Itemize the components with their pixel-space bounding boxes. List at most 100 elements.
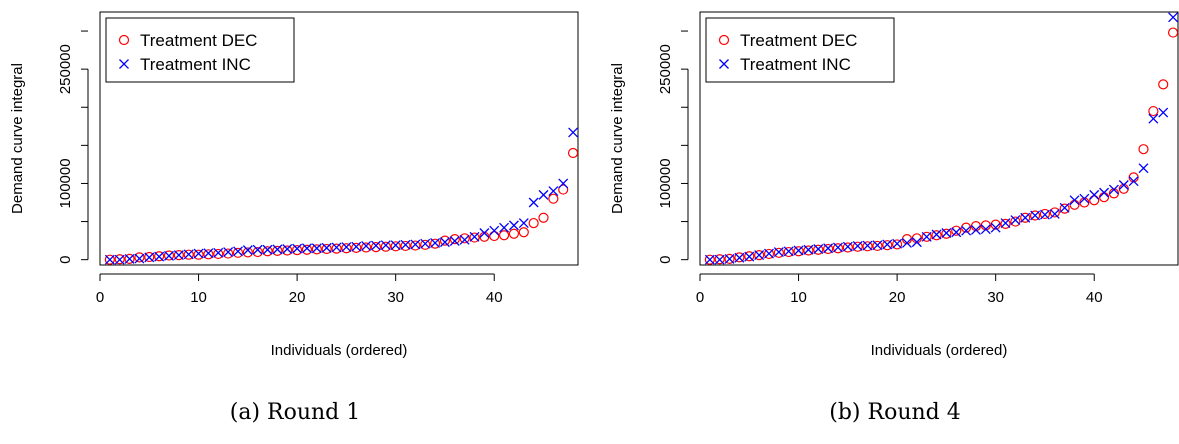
dec-point [173, 249, 184, 261]
inc-point [1030, 210, 1041, 221]
dec-point [1138, 144, 1149, 155]
dec-point [754, 249, 765, 261]
scatter-chart-round-1: 0 10 20 30 40 Individuals (ordered) 0 100000 250… [9, 11, 579, 359]
inc-point [518, 218, 529, 229]
dec-point [951, 225, 962, 236]
inc-point [724, 253, 735, 264]
x-tick-label: 20 [289, 289, 306, 306]
inc-point [370, 240, 381, 251]
inc-point [970, 224, 981, 235]
dec-point [852, 241, 863, 252]
inc-point [351, 241, 362, 252]
dec-point [704, 254, 715, 265]
inc-point [902, 237, 912, 248]
dec-point [282, 245, 293, 256]
dec-point [872, 240, 883, 252]
x-tick-label: 40 [1086, 289, 1103, 306]
x-tick-label: 0 [696, 289, 704, 306]
legend: Treatment DEC Treatment INC [705, 17, 895, 83]
inc-point [1020, 212, 1031, 223]
y-axis-label: Demand curve integral [9, 63, 26, 214]
inc-point [1148, 113, 1159, 124]
inc-point [548, 186, 559, 197]
dec-point [832, 243, 844, 254]
dec-point [429, 238, 441, 249]
dec-point [941, 228, 952, 239]
dec-point [380, 241, 391, 252]
inc-point [528, 197, 539, 208]
dec-point [1158, 79, 1169, 90]
dec-point [1049, 207, 1060, 218]
dec-point [439, 235, 451, 246]
dec-point [331, 243, 342, 254]
legend-box [105, 17, 295, 83]
dec-point [1148, 105, 1159, 117]
dec-point [410, 240, 421, 251]
inc-point [380, 240, 391, 251]
y-tick-label: 0 [57, 255, 74, 263]
inc-point [951, 227, 962, 238]
dec-point [1098, 192, 1110, 203]
inc-point [744, 251, 755, 262]
legend-label: Treatment DEC [140, 31, 257, 50]
x-axis-label: Individuals (ordered) [271, 342, 408, 359]
inc-point [203, 248, 214, 259]
inc-point [508, 220, 519, 231]
inc-point [223, 247, 234, 258]
dec-point [1069, 199, 1080, 210]
dec-point [203, 249, 214, 260]
inc-point [252, 244, 263, 255]
dec-point [744, 251, 755, 262]
dec-point [548, 193, 559, 204]
inc-point [173, 250, 184, 261]
inc-point [793, 245, 804, 256]
dec-point [793, 246, 804, 257]
dec-point [341, 243, 352, 254]
dec-point [528, 217, 539, 229]
dec-point [193, 249, 204, 260]
inc-point [1069, 195, 1080, 206]
inc-point [823, 243, 834, 254]
dec-point [1000, 218, 1011, 229]
dec-point [242, 247, 253, 258]
inc-point [361, 240, 372, 251]
dec-point [714, 254, 725, 265]
inc-point [911, 237, 922, 248]
legend-label: Treatment INC [740, 55, 851, 74]
x-tick-label: 10 [190, 289, 207, 306]
dec-point [163, 250, 175, 261]
inc-point [311, 243, 322, 254]
dec-point [882, 240, 893, 251]
x-tick-label: 30 [387, 289, 404, 306]
inc-point [400, 239, 411, 250]
legend-inc-marker [119, 59, 129, 69]
inc-point [980, 224, 991, 235]
dec-point [361, 242, 372, 253]
dec-point [351, 242, 362, 253]
series-cross [704, 12, 1179, 265]
dec-point [1020, 212, 1031, 223]
inc-point [803, 244, 814, 255]
y-tick-label: 0 [657, 255, 674, 263]
inc-point [489, 225, 500, 236]
dec-point [892, 239, 903, 250]
inc-point [1010, 215, 1021, 225]
inc-point [302, 243, 312, 254]
inc-point [538, 189, 549, 200]
dec-point [803, 245, 814, 256]
inc-point [1099, 187, 1110, 198]
inc-point [1128, 176, 1139, 187]
inc-point [164, 250, 174, 261]
dec-point [292, 245, 303, 256]
dec-point [813, 244, 824, 255]
inc-point [1000, 218, 1011, 229]
dec-point [773, 247, 784, 258]
inc-point [941, 228, 952, 238]
dec-point [134, 252, 145, 263]
inc-point [558, 178, 569, 189]
dec-point [489, 230, 500, 242]
inc-point [1168, 12, 1179, 23]
dec-point [144, 251, 155, 263]
chart-caption: (a) Round 1 [229, 400, 361, 425]
inc-point [262, 244, 273, 255]
